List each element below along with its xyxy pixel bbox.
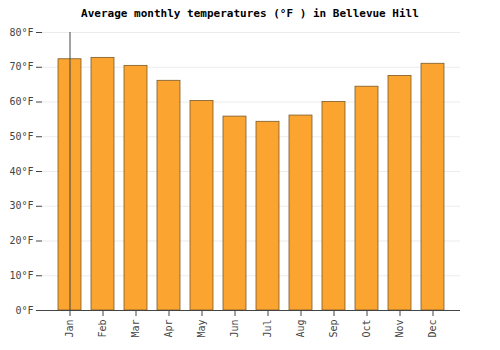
svg-text:May: May — [196, 320, 207, 338]
svg-text:Sep: Sep — [328, 320, 339, 338]
svg-text:Nov: Nov — [394, 320, 405, 338]
svg-text:60°F: 60°F — [9, 96, 33, 107]
svg-text:Jan: Jan — [64, 320, 75, 338]
svg-text:Jul: Jul — [262, 320, 273, 338]
svg-text:10°F: 10°F — [9, 270, 33, 281]
svg-text:70°F: 70°F — [9, 61, 33, 72]
svg-text:50°F: 50°F — [9, 131, 33, 142]
svg-text:Feb: Feb — [97, 320, 108, 338]
svg-text:30°F: 30°F — [9, 200, 33, 211]
svg-text:40°F: 40°F — [9, 166, 33, 177]
svg-text:20°F: 20°F — [9, 235, 33, 246]
svg-text:Apr: Apr — [163, 320, 174, 338]
html-text:Average monthly temperatures (: Average monthly temperatures (°F ) in Be… — [81, 7, 419, 20]
svg-text:Jun: Jun — [229, 320, 240, 338]
svg-text:Dec: Dec — [427, 320, 438, 338]
svg-text:Mar: Mar — [130, 320, 141, 338]
svg-text:Oct: Oct — [361, 320, 372, 338]
svg-text:Aug: Aug — [295, 320, 306, 338]
svg-text:0°F: 0°F — [15, 305, 33, 316]
svg-text:80°F: 80°F — [9, 27, 33, 38]
